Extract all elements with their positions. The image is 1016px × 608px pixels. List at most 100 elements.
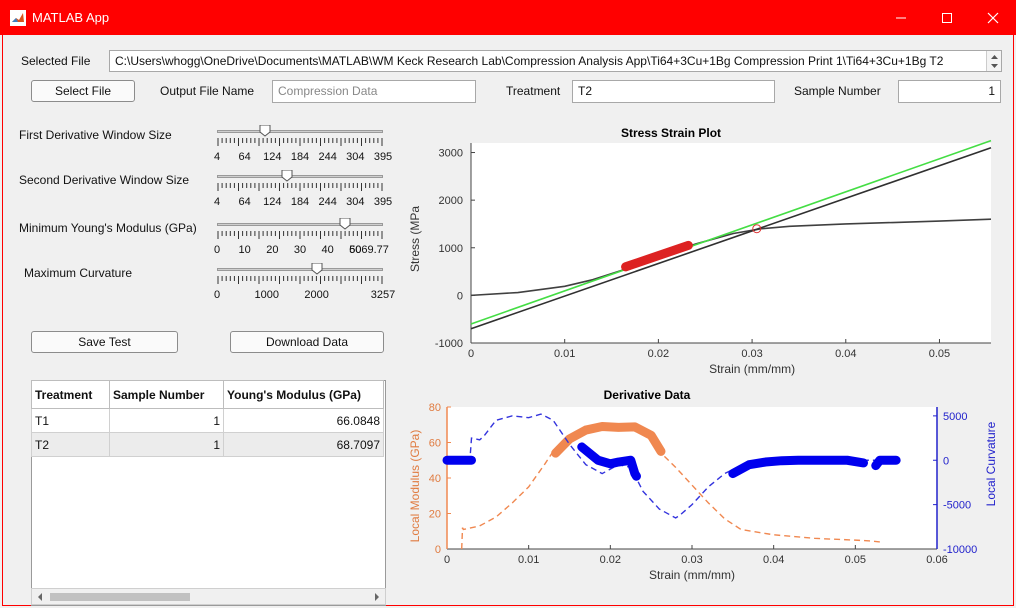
slider-label: Second Derivative Window Size <box>19 173 190 187</box>
slider-thumb[interactable] <box>259 125 271 137</box>
x-tick-label: 0.01 <box>554 348 575 360</box>
close-button[interactable] <box>970 0 1016 35</box>
selected-file-path: C:\Users\whogg\OneDrive\Documents\MATLAB… <box>115 54 944 68</box>
slider-1[interactable] <box>217 125 383 147</box>
slider-tick-label: 4 <box>213 196 221 208</box>
slider-track[interactable] <box>217 130 383 133</box>
slider-tick-labels: 0 1000 2000 3257 <box>214 289 395 303</box>
slider-label: Minimum Young's Modulus (GPa) <box>19 221 197 235</box>
column-header-sample-number[interactable]: Sample Number <box>109 380 224 409</box>
table-header-row: Treatment Sample Number Young's Modulus … <box>31 380 384 409</box>
table-cell[interactable]: 66.0848 <box>223 408 384 433</box>
output-file-label: Output File Name <box>160 84 255 98</box>
x-tick-label: 0.03 <box>681 554 702 566</box>
slider-track[interactable] <box>217 175 383 178</box>
series-curvature-markers <box>577 442 641 481</box>
scrollbar-thumb[interactable] <box>50 593 190 601</box>
x-tick-label: 0.01 <box>518 554 539 566</box>
slider-thumb[interactable] <box>281 170 293 182</box>
y-left-tick-label: 40 <box>429 473 441 485</box>
slider-tick-label: 30 <box>293 244 307 256</box>
x-tick-label: 0.02 <box>600 554 621 566</box>
derivative-chart[interactable]: Derivative Data 0 0.01 0.02 0.03 0.04 0.05 0.06… <box>401 385 1011 585</box>
series-local-modulus <box>461 425 880 550</box>
scroll-right-icon[interactable] <box>372 592 382 602</box>
x-tick-label: 0.04 <box>835 348 856 360</box>
column-header-youngs-modulus[interactable]: Young's Modulus (GPa) <box>223 380 384 409</box>
slider-tick-label: 64 <box>238 196 251 208</box>
slider-tick-label: 0 <box>213 244 221 256</box>
series-linear-region <box>621 240 693 272</box>
slider-tick-label: 184 <box>290 196 310 208</box>
plot-area <box>471 143 991 343</box>
window-title: MATLAB App <box>32 10 110 25</box>
slider-tick-label: 20 <box>266 244 279 256</box>
slider-thumb[interactable] <box>339 218 351 230</box>
table-row[interactable]: T2 1 68.7097 <box>31 432 384 457</box>
minimize-button[interactable] <box>878 0 924 35</box>
x-tick-label: 0 <box>444 554 450 566</box>
series-offset-line <box>470 147 992 330</box>
x-axis-label: Strain (mm/mm) <box>709 362 795 376</box>
y-right-axis-label: Local Curvature <box>984 421 998 506</box>
x-tick-label: 0.04 <box>763 554 784 566</box>
slider-ticks <box>217 183 383 191</box>
slider-track[interactable] <box>217 268 383 271</box>
y-tick-label: 0 <box>457 290 463 302</box>
slider-ticks <box>217 276 383 284</box>
x-tick-label: 0.05 <box>929 348 950 360</box>
treatment-input[interactable]: T2 <box>572 80 775 103</box>
slider-tick-label: 1000 <box>254 289 280 301</box>
selected-file-scroll[interactable] <box>986 51 1001 71</box>
scroll-left-icon[interactable] <box>35 592 45 602</box>
slider-4[interactable] <box>217 263 383 285</box>
stress-strain-chart[interactable]: Stress Strain Plot 0 0.01 0.02 0.03 0.04 0.05 -… <box>401 123 1001 378</box>
slider-thumb[interactable] <box>311 263 323 275</box>
sample-number-input[interactable]: 1 <box>898 80 1001 103</box>
table-cell[interactable]: 1 <box>109 408 224 433</box>
y-left-tick-label: 0 <box>435 544 441 556</box>
slider-3[interactable] <box>217 218 383 240</box>
x-tick-label: 0 <box>468 348 474 360</box>
column-header-treatment[interactable]: Treatment <box>31 380 110 409</box>
slider-tick-label: 2000 <box>304 289 329 301</box>
y-tick-label: -1000 <box>435 338 463 350</box>
table-cell[interactable]: T1 <box>31 408 110 433</box>
x-tick-label: 0.06 <box>926 554 947 566</box>
table-cell[interactable]: T2 <box>31 432 110 457</box>
series-curvature-markers <box>728 455 868 479</box>
y-tick-label: 1000 <box>439 243 463 255</box>
slider-tick-label: 10 <box>238 244 251 256</box>
x-tick-label: 0.03 <box>741 348 762 360</box>
y-axis-label: Stress (MPa <box>408 206 422 272</box>
slider-tick-label: 244 <box>318 196 337 208</box>
results-table: Treatment Sample Number Young's Modulus … <box>31 380 384 457</box>
table-horizontal-scrollbar[interactable] <box>31 588 386 605</box>
slider-tick-label: 50 <box>349 244 362 256</box>
y-right-tick-label: 5000 <box>943 411 967 423</box>
slider-track[interactable] <box>217 223 383 226</box>
table-cell[interactable]: 68.7097 <box>223 432 384 457</box>
download-data-button[interactable]: Download Data <box>230 331 384 353</box>
save-test-button[interactable]: Save Test <box>31 331 178 353</box>
selected-file-field[interactable]: C:\Users\whogg\OneDrive\Documents\MATLAB… <box>109 50 1002 72</box>
series-curvature-markers <box>871 455 901 471</box>
maximize-button[interactable] <box>924 0 970 35</box>
table-row[interactable]: T1 1 66.0848 <box>31 408 384 433</box>
slider-tick-label: 304 <box>346 196 365 208</box>
slider-tick-label: 4 <box>213 151 221 163</box>
chart-title: Derivative Data <box>604 388 691 402</box>
slider-label: First Derivative Window Size <box>19 128 172 142</box>
output-file-input[interactable]: Compression Data <box>272 80 476 103</box>
slider-tick-label: 6069.77 <box>349 244 389 256</box>
y-right-tick-label: -5000 <box>943 500 971 512</box>
table-cell[interactable]: 1 <box>109 432 224 457</box>
slider-tick-labels: 0 10 20 30 40 50 6069.77 <box>213 244 389 258</box>
slider-2[interactable] <box>217 170 383 192</box>
y-left-tick-label: 60 <box>429 438 441 450</box>
slider-tick-label: 184 <box>290 151 310 163</box>
selected-file-label: Selected File <box>21 54 91 68</box>
select-file-button[interactable]: Select File <box>31 80 135 102</box>
slider-ticks <box>217 138 383 146</box>
slider-tick-label: 3257 <box>370 289 396 301</box>
